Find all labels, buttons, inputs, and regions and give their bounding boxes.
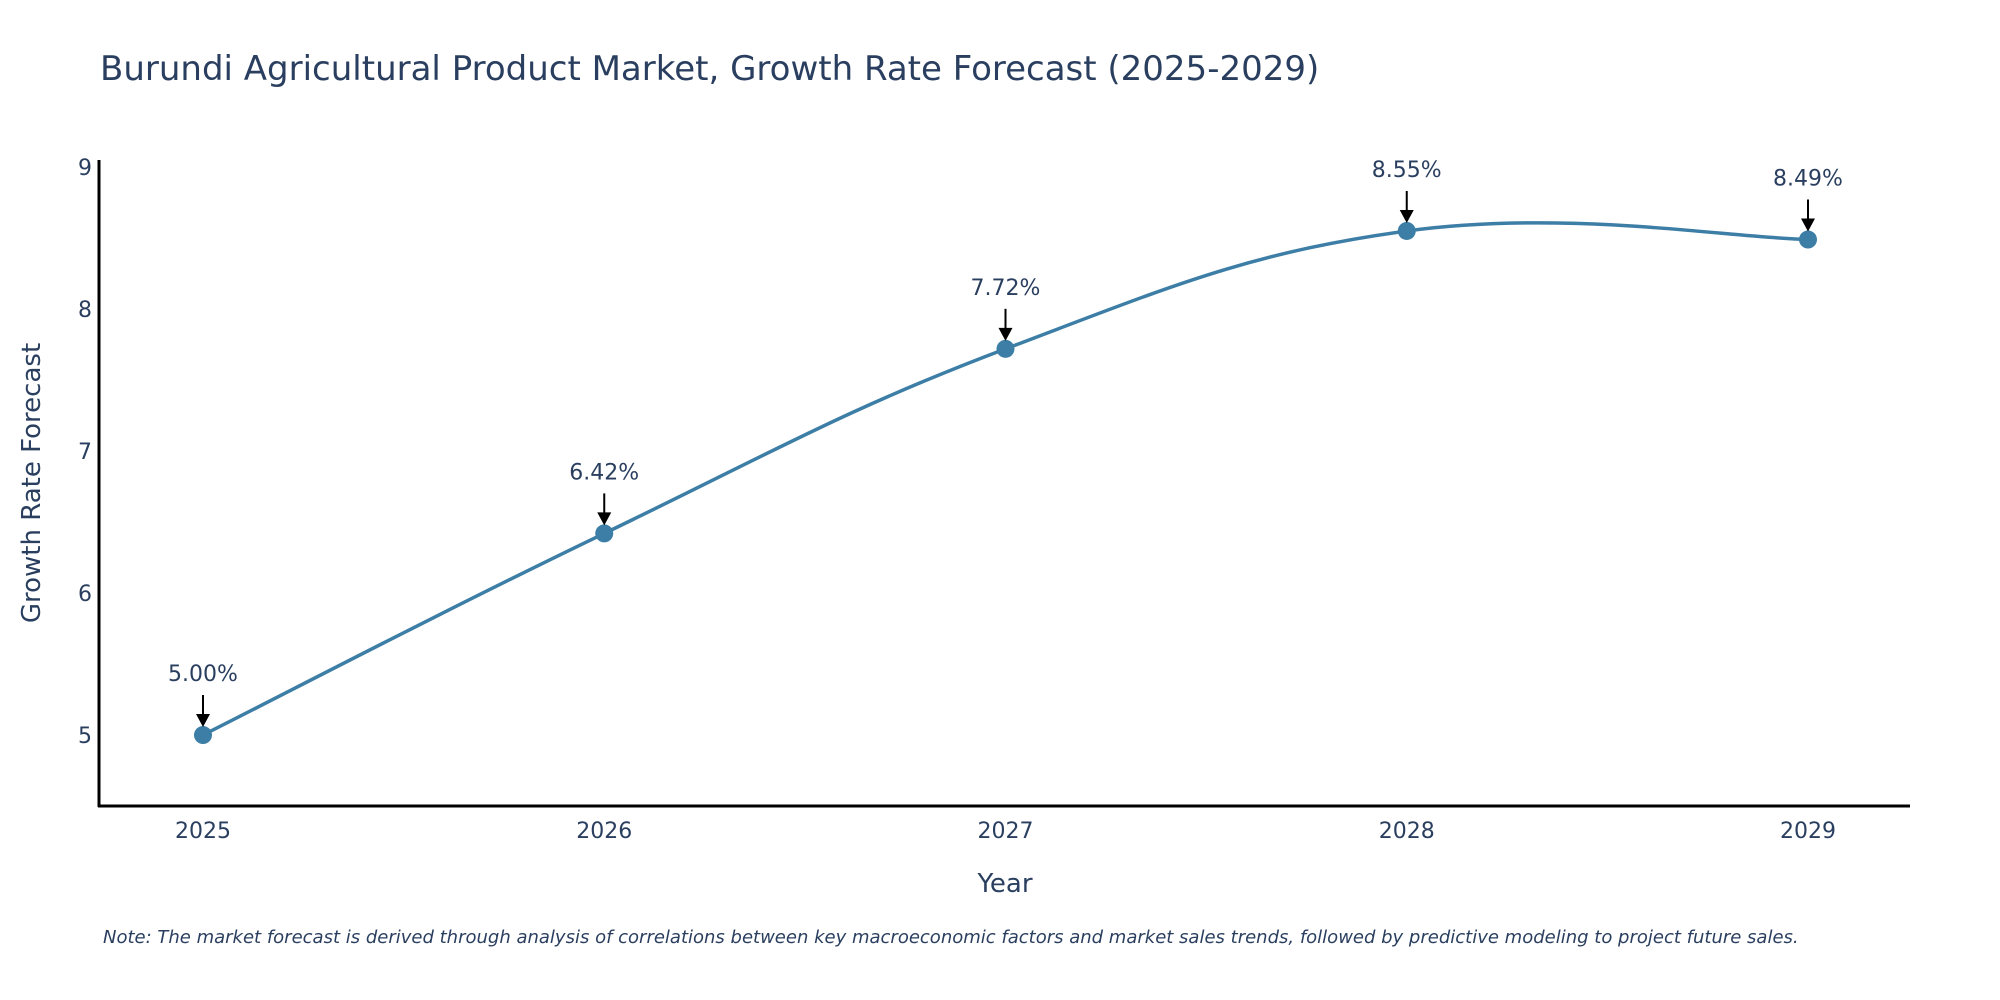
data-label: 6.42% (569, 460, 639, 485)
data-label: 7.72% (971, 276, 1041, 301)
data-point-marker (595, 524, 614, 543)
y-tick-label: 7 (78, 440, 92, 465)
data-label: 8.49% (1773, 167, 1843, 192)
annotation-arrow-head (196, 714, 210, 728)
y-axis-title: Growth Rate Forecast (17, 343, 47, 623)
chart-title: Burundi Agricultural Product Market, Gro… (100, 49, 1319, 89)
data-label-annotations: 5.00% 6.42% 7.72% 8.55% 8.49% (168, 158, 1843, 728)
x-tick-label: 2029 (1780, 819, 1836, 844)
y-tick-label: 9 (78, 156, 92, 181)
y-tick-label: 6 (78, 582, 92, 607)
data-point-marker (194, 726, 212, 745)
data-point-marker (1799, 230, 1817, 249)
data-label: 8.55% (1372, 158, 1442, 183)
x-axis-title: Year (976, 869, 1032, 899)
chart-note: Note: The market forecast is derived thr… (103, 927, 1799, 948)
y-tick-label: 8 (78, 298, 92, 323)
data-label: 5.00% (168, 662, 238, 687)
data-point-marker (996, 339, 1015, 358)
annotation-arrow-head (1801, 218, 1815, 232)
x-tick-label: 2027 (978, 819, 1034, 844)
annotation-arrow-head (998, 327, 1013, 341)
x-tick-label: 2026 (576, 819, 632, 844)
x-axis-ticks: 2025 2026 2027 2028 2029 (175, 819, 1836, 844)
x-tick-label: 2025 (175, 819, 231, 844)
annotation-arrow-head (1399, 209, 1414, 223)
data-point-markers (194, 221, 1817, 745)
y-axis-ticks: 5 6 7 8 9 (78, 156, 92, 749)
x-tick-label: 2028 (1379, 819, 1435, 844)
y-tick-label: 5 (78, 724, 92, 749)
data-point-marker (1397, 221, 1416, 240)
annotation-arrow-head (597, 512, 612, 526)
